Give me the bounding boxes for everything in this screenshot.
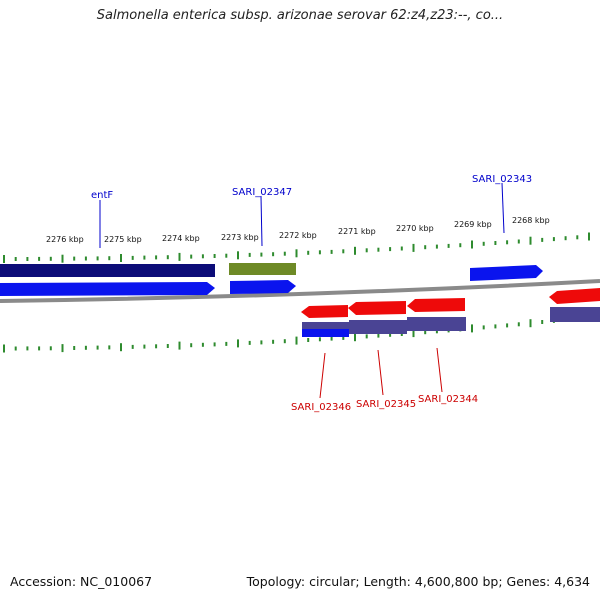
ruler-label-2271: 2271 kbp [338, 227, 376, 236]
leader-line-SARI_02343 [501, 182, 505, 234]
genome-title: Salmonella enterica subsp. arizonae sero… [96, 8, 504, 23]
gene-feature-SARI_02346[interactable] [301, 305, 348, 318]
ruler-label-2269: 2269 kbp [454, 220, 492, 229]
gene-feature-navy[interactable] [0, 264, 215, 277]
gene-feature-blue-small[interactable] [302, 329, 349, 337]
gene-feature-SARI_02345[interactable] [348, 301, 406, 315]
gene-label-SARI_02345[interactable]: SARI_02345 [356, 399, 416, 410]
gene-feature-slate-2[interactable] [349, 320, 407, 334]
ruler-label-2276: 2276 kbp [46, 235, 84, 244]
accession-text: Accession: NC_010067 [10, 574, 153, 589]
gene-feature-entF[interactable] [0, 282, 215, 296]
ruler-label-2274: 2274 kbp [162, 234, 200, 243]
gene-feature-slate-edge[interactable] [550, 307, 600, 322]
ruler-ticks-bottom [3, 313, 590, 353]
leader-line-SARI_02347 [260, 195, 263, 247]
topology-text: Topology: circular; Length: 4,600,800 bp… [246, 574, 590, 589]
leader-line-SARI_02346 [319, 352, 326, 399]
genome-backbone [0, 279, 600, 303]
ruler-label-2272: 2272 kbp [279, 231, 317, 240]
ruler-label-2273: 2273 kbp [221, 233, 259, 242]
gene-label-SARI_02343[interactable]: SARI_02343 [472, 174, 532, 185]
ruler-label-2270: 2270 kbp [396, 224, 434, 233]
gene-feature-SARI_02344[interactable] [407, 298, 465, 312]
ruler-label-2275: 2275 kbp [104, 235, 142, 244]
ruler-label-2268: 2268 kbp [512, 216, 550, 225]
gene-feature-SARI_02343[interactable] [470, 265, 543, 281]
gene-label-entF[interactable]: entF [91, 190, 113, 201]
gene-feature-red-edge[interactable] [549, 288, 600, 304]
gene-feature-olive[interactable] [229, 263, 296, 275]
leader-line-SARI_02345 [377, 349, 384, 396]
gene-label-SARI_02347[interactable]: SARI_02347 [232, 187, 292, 198]
gene-feature-SARI_02347[interactable] [230, 280, 296, 294]
ruler-ticks-top [3, 232, 590, 263]
gene-label-SARI_02346[interactable]: SARI_02346 [291, 402, 351, 413]
leader-line-SARI_02344 [436, 347, 443, 393]
gene-feature-slate-3[interactable] [407, 317, 466, 331]
gene-label-SARI_02344[interactable]: SARI_02344 [418, 394, 478, 405]
gene-feature-slate-1[interactable] [302, 322, 349, 329]
